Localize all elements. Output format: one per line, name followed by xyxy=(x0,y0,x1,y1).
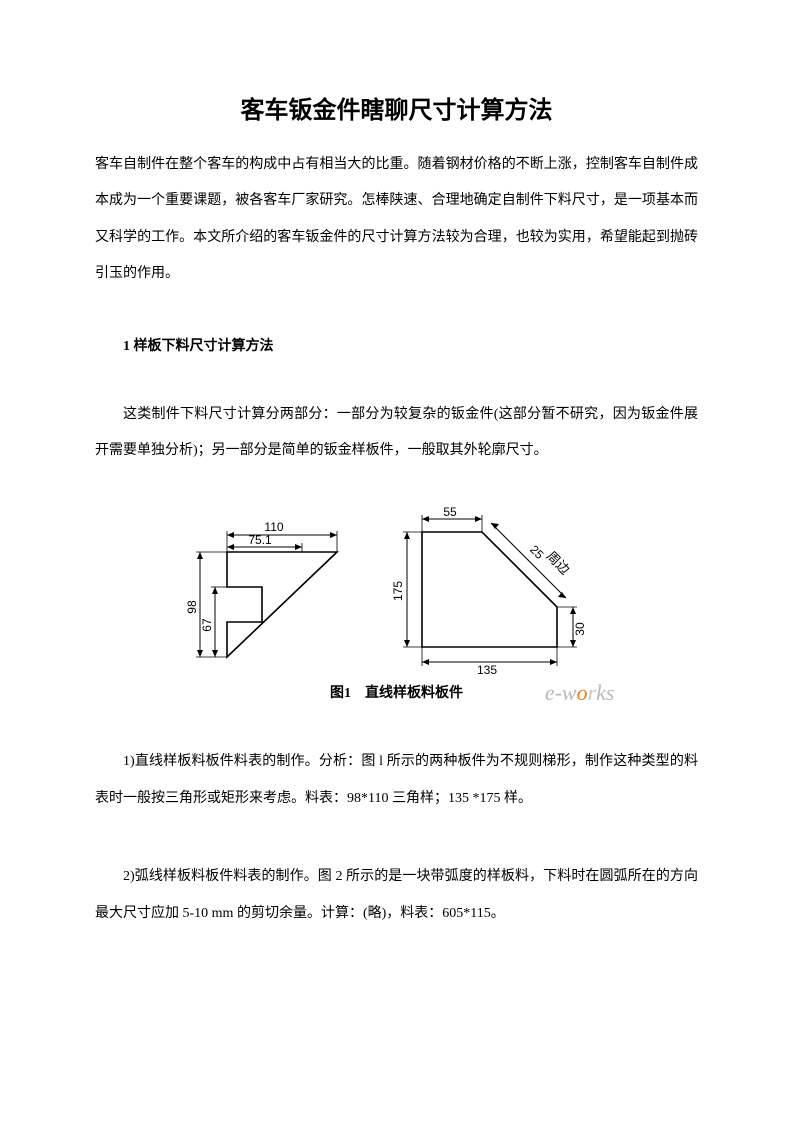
dim-135: 135 xyxy=(476,663,496,677)
dim-98: 98 xyxy=(185,600,199,614)
dim-75-1: 75.1 xyxy=(248,533,272,547)
item-2-paragraph: 2)弧线样板料板件料表的制作。图 2 所示的是一块带弧度的样板料，下料时在圆弧所… xyxy=(95,859,698,932)
dim-110: 110 xyxy=(264,520,283,534)
figure-1-caption: 图1 直线样板料板件 xyxy=(330,686,463,701)
intro-paragraph: 客车自制件在整个客车的构成中占有相当大的比重。随着钢材价格的不断上涨，控制客车自… xyxy=(95,147,698,293)
figure-1-left-shape: 110 75.1 98 67 xyxy=(182,517,357,682)
dim-30: 30 xyxy=(573,622,587,636)
dim-175: 175 xyxy=(391,581,405,601)
item-1-paragraph: 1)直线样板料板件料表的制作。分析：图 l 所示的两种板件为不规则梯形，制作这种… xyxy=(95,744,698,817)
section-1-heading: 1 样板下料尺寸计算方法 xyxy=(95,335,698,355)
dim-55: 55 xyxy=(443,507,457,519)
section-1-paragraph: 这类制件下料尺寸计算分两部分：一部分为较复杂的钣金件(这部分暂不研究，因为钣金件… xyxy=(95,397,698,470)
watermark: e-works xyxy=(545,680,615,706)
dim-67: 67 xyxy=(200,618,214,632)
figure-1-right-shape: 55 25 周边 175 30 xyxy=(387,507,612,682)
page-title: 客车钣金件瞎聊尺寸计算方法 xyxy=(95,90,698,125)
dim-25: 25 xyxy=(527,543,547,563)
figure-1: 110 75.1 98 67 xyxy=(187,507,607,702)
label-perimeter: 周边 xyxy=(543,549,572,578)
